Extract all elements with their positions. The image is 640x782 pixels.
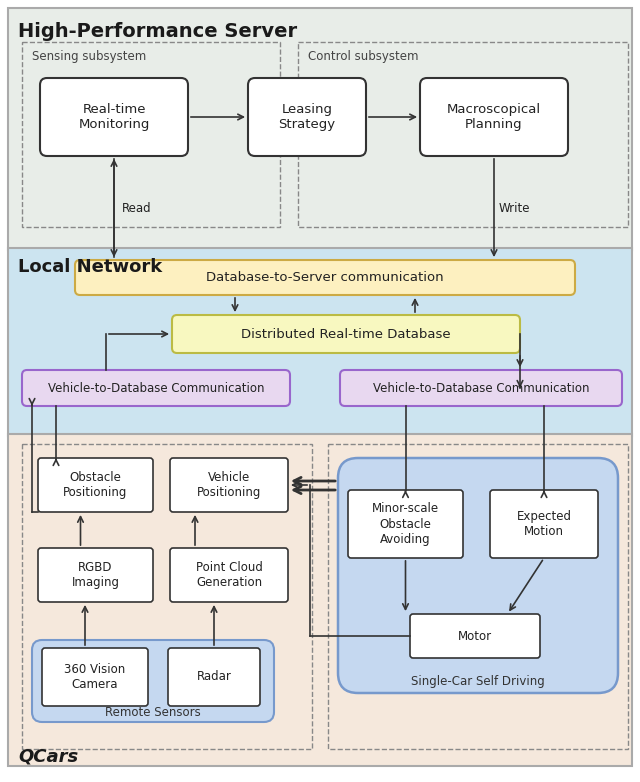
Text: RGBD
Imaging: RGBD Imaging [72,561,120,589]
FancyBboxPatch shape [170,458,288,512]
FancyBboxPatch shape [490,490,598,558]
Text: Vehicle
Positioning: Vehicle Positioning [197,471,261,499]
Text: Local Network: Local Network [18,258,163,276]
Text: Distributed Real-time Database: Distributed Real-time Database [241,328,451,340]
FancyBboxPatch shape [338,458,618,693]
FancyBboxPatch shape [40,78,188,156]
Text: Expected
Motion: Expected Motion [516,510,572,538]
FancyBboxPatch shape [340,370,622,406]
FancyBboxPatch shape [410,614,540,658]
Bar [328,444,628,749]
FancyBboxPatch shape [172,315,520,353]
Text: Write: Write [499,202,531,214]
Text: 360 Vision
Camera: 360 Vision Camera [65,663,125,691]
Bar [8,8,632,250]
Text: Motor: Motor [458,630,492,643]
FancyBboxPatch shape [22,370,290,406]
Text: Obstacle
Positioning: Obstacle Positioning [63,471,128,499]
Text: Macroscopical
Planning: Macroscopical Planning [447,103,541,131]
FancyBboxPatch shape [248,78,366,156]
FancyBboxPatch shape [42,648,148,706]
FancyBboxPatch shape [75,260,575,295]
Text: Read: Read [122,202,152,214]
Text: Vehicle-to-Database Communication: Vehicle-to-Database Communication [48,382,264,394]
Text: Real-time
Monitoring: Real-time Monitoring [78,103,150,131]
Text: High-Performance Server: High-Performance Server [18,22,297,41]
FancyBboxPatch shape [38,458,153,512]
Text: Leasing
Strategy: Leasing Strategy [278,103,335,131]
Text: Radar: Radar [196,670,232,683]
Text: Single-Car Self Driving: Single-Car Self Driving [411,675,545,687]
FancyBboxPatch shape [38,548,153,602]
Text: Vehicle-to-Database Communication: Vehicle-to-Database Communication [372,382,589,394]
Bar [22,444,312,749]
FancyBboxPatch shape [348,490,463,558]
Text: Database-to-Server communication: Database-to-Server communication [206,271,444,284]
Bar [298,42,628,227]
FancyBboxPatch shape [420,78,568,156]
FancyBboxPatch shape [170,548,288,602]
Text: Sensing subsystem: Sensing subsystem [32,50,147,63]
FancyBboxPatch shape [32,640,274,722]
Text: Remote Sensors: Remote Sensors [105,705,201,719]
Text: Control subsystem: Control subsystem [308,50,419,63]
Bar [8,248,632,436]
Text: QCars: QCars [18,748,78,766]
Text: Point Cloud
Generation: Point Cloud Generation [196,561,262,589]
Bar [8,434,632,766]
Text: Minor-scale
Obstacle
Avoiding: Minor-scale Obstacle Avoiding [372,503,439,546]
Bar [22,42,280,227]
FancyBboxPatch shape [168,648,260,706]
